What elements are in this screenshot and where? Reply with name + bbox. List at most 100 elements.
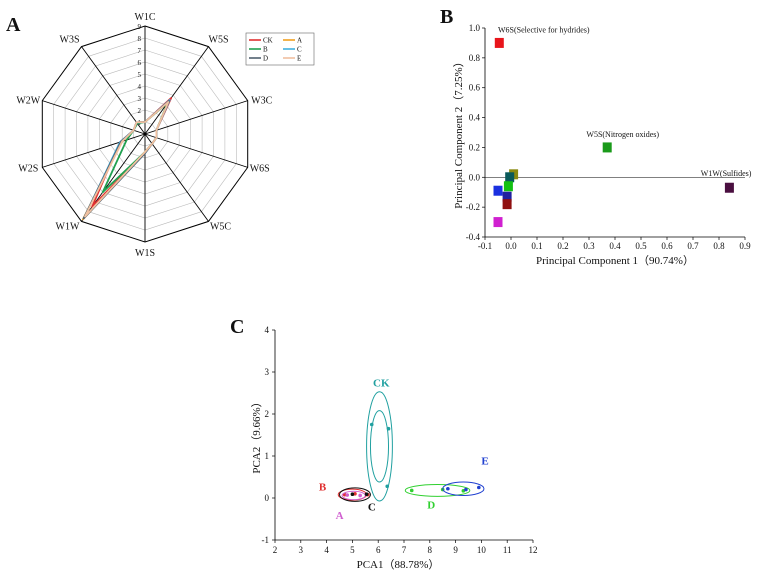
- score-point-D: [409, 488, 414, 493]
- x-tick-label: -0.1: [478, 241, 492, 251]
- x-tick-label: 12: [529, 545, 538, 555]
- score-point-E: [477, 485, 481, 490]
- score-point-A: [345, 493, 350, 497]
- x-tick-label: 0.4: [609, 241, 621, 251]
- legend-label: E: [297, 55, 301, 63]
- y-tick-label: 0: [265, 493, 270, 503]
- x-tick-label: 3: [299, 545, 304, 555]
- radar-spoke: [42, 100, 146, 135]
- x-tick-label: 6: [376, 545, 381, 555]
- x-tick-label: 10: [477, 545, 487, 555]
- group-label: CK: [373, 378, 390, 390]
- score-point-E: [446, 486, 450, 491]
- panel-label-b: B: [440, 6, 453, 28]
- loading-point: [493, 185, 503, 196]
- loading-point: [502, 191, 512, 202]
- y-tick-label: 0.4: [469, 113, 481, 123]
- legend-label: B: [263, 46, 268, 54]
- y-tick-label: 1.0: [469, 23, 481, 33]
- y-axis-title: Principal Component 2（7.25%）: [452, 56, 465, 208]
- x-tick-label: 0.3: [583, 241, 595, 251]
- x-axis-title: PCA1（88.78%）: [357, 558, 440, 571]
- x-tick-label: 7: [402, 545, 407, 555]
- group-label: C: [368, 502, 376, 514]
- sensor-annotation: W1W(Sulfides): [701, 169, 752, 178]
- sensor-annotation: W5S(Nitrogen oxides): [586, 130, 659, 139]
- x-tick-label: 5: [350, 545, 355, 555]
- y-axis-title: PCA2（9.66%）: [250, 396, 263, 473]
- score-point-C: [350, 492, 355, 497]
- group-label: A: [336, 510, 344, 522]
- y-tick-label: 2: [265, 409, 270, 419]
- loading-point: [602, 142, 612, 153]
- x-axis-title: Principal Component 1（90.74%）: [536, 254, 694, 267]
- radar-scale-label: 8: [138, 35, 142, 43]
- score-point-CK: [386, 426, 391, 431]
- y-tick-label: -1: [262, 535, 270, 545]
- x-tick-label: 2: [273, 545, 278, 555]
- score-point-A: [358, 493, 362, 498]
- radar-scale-label: 4: [138, 83, 142, 91]
- score-point-E: [464, 487, 468, 492]
- confidence-ellipse-A: [341, 490, 366, 501]
- group-label: E: [481, 455, 488, 467]
- pca-loadings-chart: -0.1 0.0 0.1 0.2 0.3 0.4 0.5 0.6 0.7 0.8 0.9 -0.4 -0…: [452, 23, 752, 267]
- radar-axis-label: W2W: [16, 96, 40, 107]
- radar-axis-label: W5C: [210, 221, 231, 232]
- loading-point: [494, 37, 504, 48]
- score-point-CK: [385, 484, 390, 489]
- x-tick-label: 0.5: [635, 241, 647, 251]
- radar-axis-label: W6S: [250, 163, 270, 174]
- legend-label: C: [297, 46, 302, 54]
- pca-scores-chart: 2 3 4 5 6 7 8 9 10 11 12-101234PCA1（88.78%）PCA2（9.…: [250, 325, 538, 571]
- y-tick-label: 0.8: [469, 53, 481, 63]
- radar-spoke: [144, 46, 209, 135]
- loading-point: [724, 182, 734, 193]
- radar-axis-label: W5S: [209, 35, 229, 46]
- legend-label: D: [263, 55, 268, 63]
- loading-point: [502, 199, 512, 210]
- x-tick-label: 0.8: [713, 241, 725, 251]
- radar-spoke: [144, 100, 248, 135]
- x-tick-label: 9: [453, 545, 458, 555]
- radar-scale-label: 9: [138, 23, 142, 31]
- y-tick-label: 0.0: [469, 172, 481, 182]
- radar-spoke: [144, 133, 248, 168]
- x-tick-label: 0.9: [739, 241, 751, 251]
- group-label: D: [427, 500, 435, 512]
- y-tick-label: -0.2: [466, 202, 480, 212]
- x-tick-label: 0.1: [531, 241, 542, 251]
- radar-axis-label: W1S: [135, 248, 155, 259]
- confidence-ellipse-D: [404, 484, 471, 497]
- radar-spoke: [81, 46, 146, 135]
- group-label: B: [319, 481, 327, 493]
- panel-label-a: A: [6, 14, 21, 36]
- legend-label: A: [297, 37, 302, 45]
- radar-spoke: [42, 133, 146, 168]
- y-tick-label: 0.6: [469, 83, 481, 93]
- radar-axis-label: W1W: [56, 221, 80, 232]
- x-tick-label: 0.6: [661, 241, 673, 251]
- radar-chart: W1CW5SW3CW6SW5CW1SW1WW2SW2WW3S123456789C…: [16, 12, 315, 259]
- panel-label-c: C: [230, 316, 244, 338]
- radar-scale-label: 3: [138, 95, 142, 103]
- legend-label: CK: [263, 37, 273, 45]
- y-tick-label: -0.4: [466, 232, 481, 242]
- radar-axis-label: W1C: [134, 12, 155, 23]
- radar-scale-label: 6: [138, 59, 142, 67]
- loading-point: [493, 217, 503, 228]
- y-tick-label: 4: [265, 325, 270, 335]
- loading-point: [503, 181, 513, 192]
- x-tick-label: 0.2: [557, 241, 568, 251]
- radar-series-E: [84, 101, 170, 218]
- radar-scale-label: 2: [138, 107, 142, 115]
- confidence-ellipse-CK: [369, 410, 390, 483]
- confidence-ellipse-E: [442, 481, 485, 496]
- x-tick-label: 0.0: [505, 241, 517, 251]
- radar-axis-label: W3C: [251, 96, 272, 107]
- score-point-C: [364, 492, 369, 497]
- score-point-CK: [369, 422, 374, 427]
- radar-spoke: [81, 133, 146, 222]
- x-tick-label: 4: [324, 545, 329, 555]
